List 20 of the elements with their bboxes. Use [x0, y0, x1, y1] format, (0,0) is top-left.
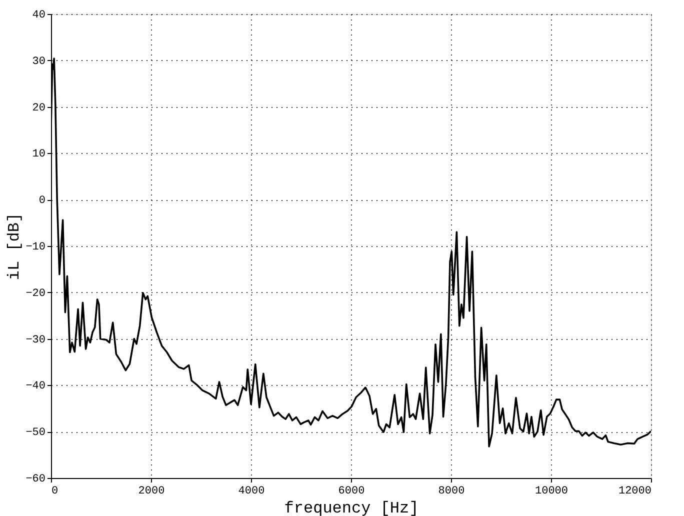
y-tick-label: 40 [32, 10, 46, 22]
y-tick-label: 20 [32, 102, 46, 114]
y-tick-label: 0 [38, 195, 46, 208]
x-tick-label: 10000 [534, 486, 568, 498]
y-tick-label: −30 [26, 334, 46, 346]
y-tick-label: −20 [26, 288, 46, 300]
x-tick-label: 0 [52, 486, 58, 498]
x-axis-title: frequency [Hz] [284, 500, 419, 516]
y-tick-label: 30 [32, 56, 46, 68]
x-tick-label: 8000 [438, 486, 465, 498]
y-tick-label: 10 [32, 148, 46, 161]
x-tick-label: 2000 [138, 486, 165, 498]
y-tick-label: −10 [26, 242, 46, 254]
y-tick-label: −40 [26, 380, 46, 393]
y-tick-label: −50 [26, 427, 46, 440]
x-tick-label: 12000 [618, 486, 652, 498]
x-tick-label: 6000 [338, 486, 365, 498]
y-tick-label: −60 [26, 474, 46, 486]
y-axis-title: iL [dB] [6, 212, 24, 280]
x-tick-label: 4000 [238, 486, 265, 498]
